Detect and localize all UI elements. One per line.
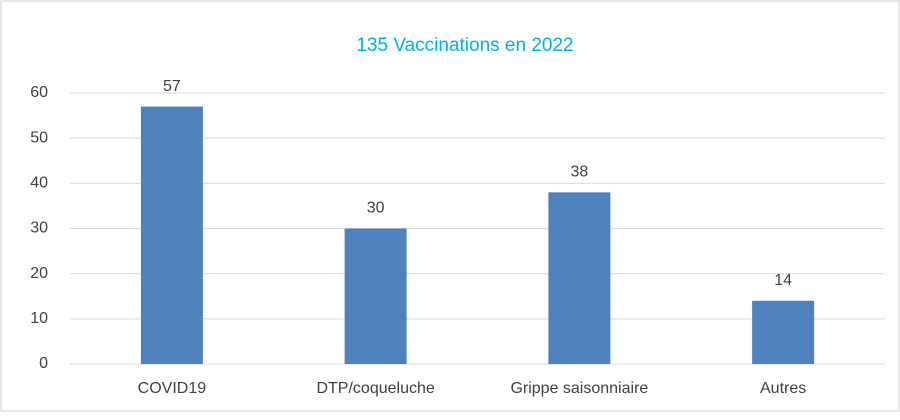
y-tick-label: 40 — [30, 175, 48, 192]
y-tick-label: 10 — [30, 310, 48, 327]
y-tick-label: 20 — [30, 265, 48, 282]
y-tick-label: 60 — [30, 84, 48, 101]
bar — [140, 106, 203, 365]
y-tick-label: 0 — [39, 355, 48, 372]
y-tick-label: 30 — [30, 220, 48, 237]
bar — [344, 228, 407, 364]
chart-title: 135 Vaccinations en 2022 — [356, 35, 573, 56]
bar — [548, 192, 611, 364]
data-label: 38 — [570, 164, 588, 181]
bar — [752, 300, 815, 364]
x-tick-label: Grippe saisonniaire — [510, 380, 648, 397]
x-tick-label: DTP/coqueluche — [316, 380, 434, 397]
x-tick-label: Autres — [760, 380, 806, 397]
data-label: 14 — [774, 272, 792, 289]
x-tick-label: COVID19 — [138, 380, 207, 397]
data-label: 57 — [163, 78, 181, 95]
data-label: 30 — [367, 200, 385, 217]
y-tick-label: 50 — [30, 129, 48, 146]
